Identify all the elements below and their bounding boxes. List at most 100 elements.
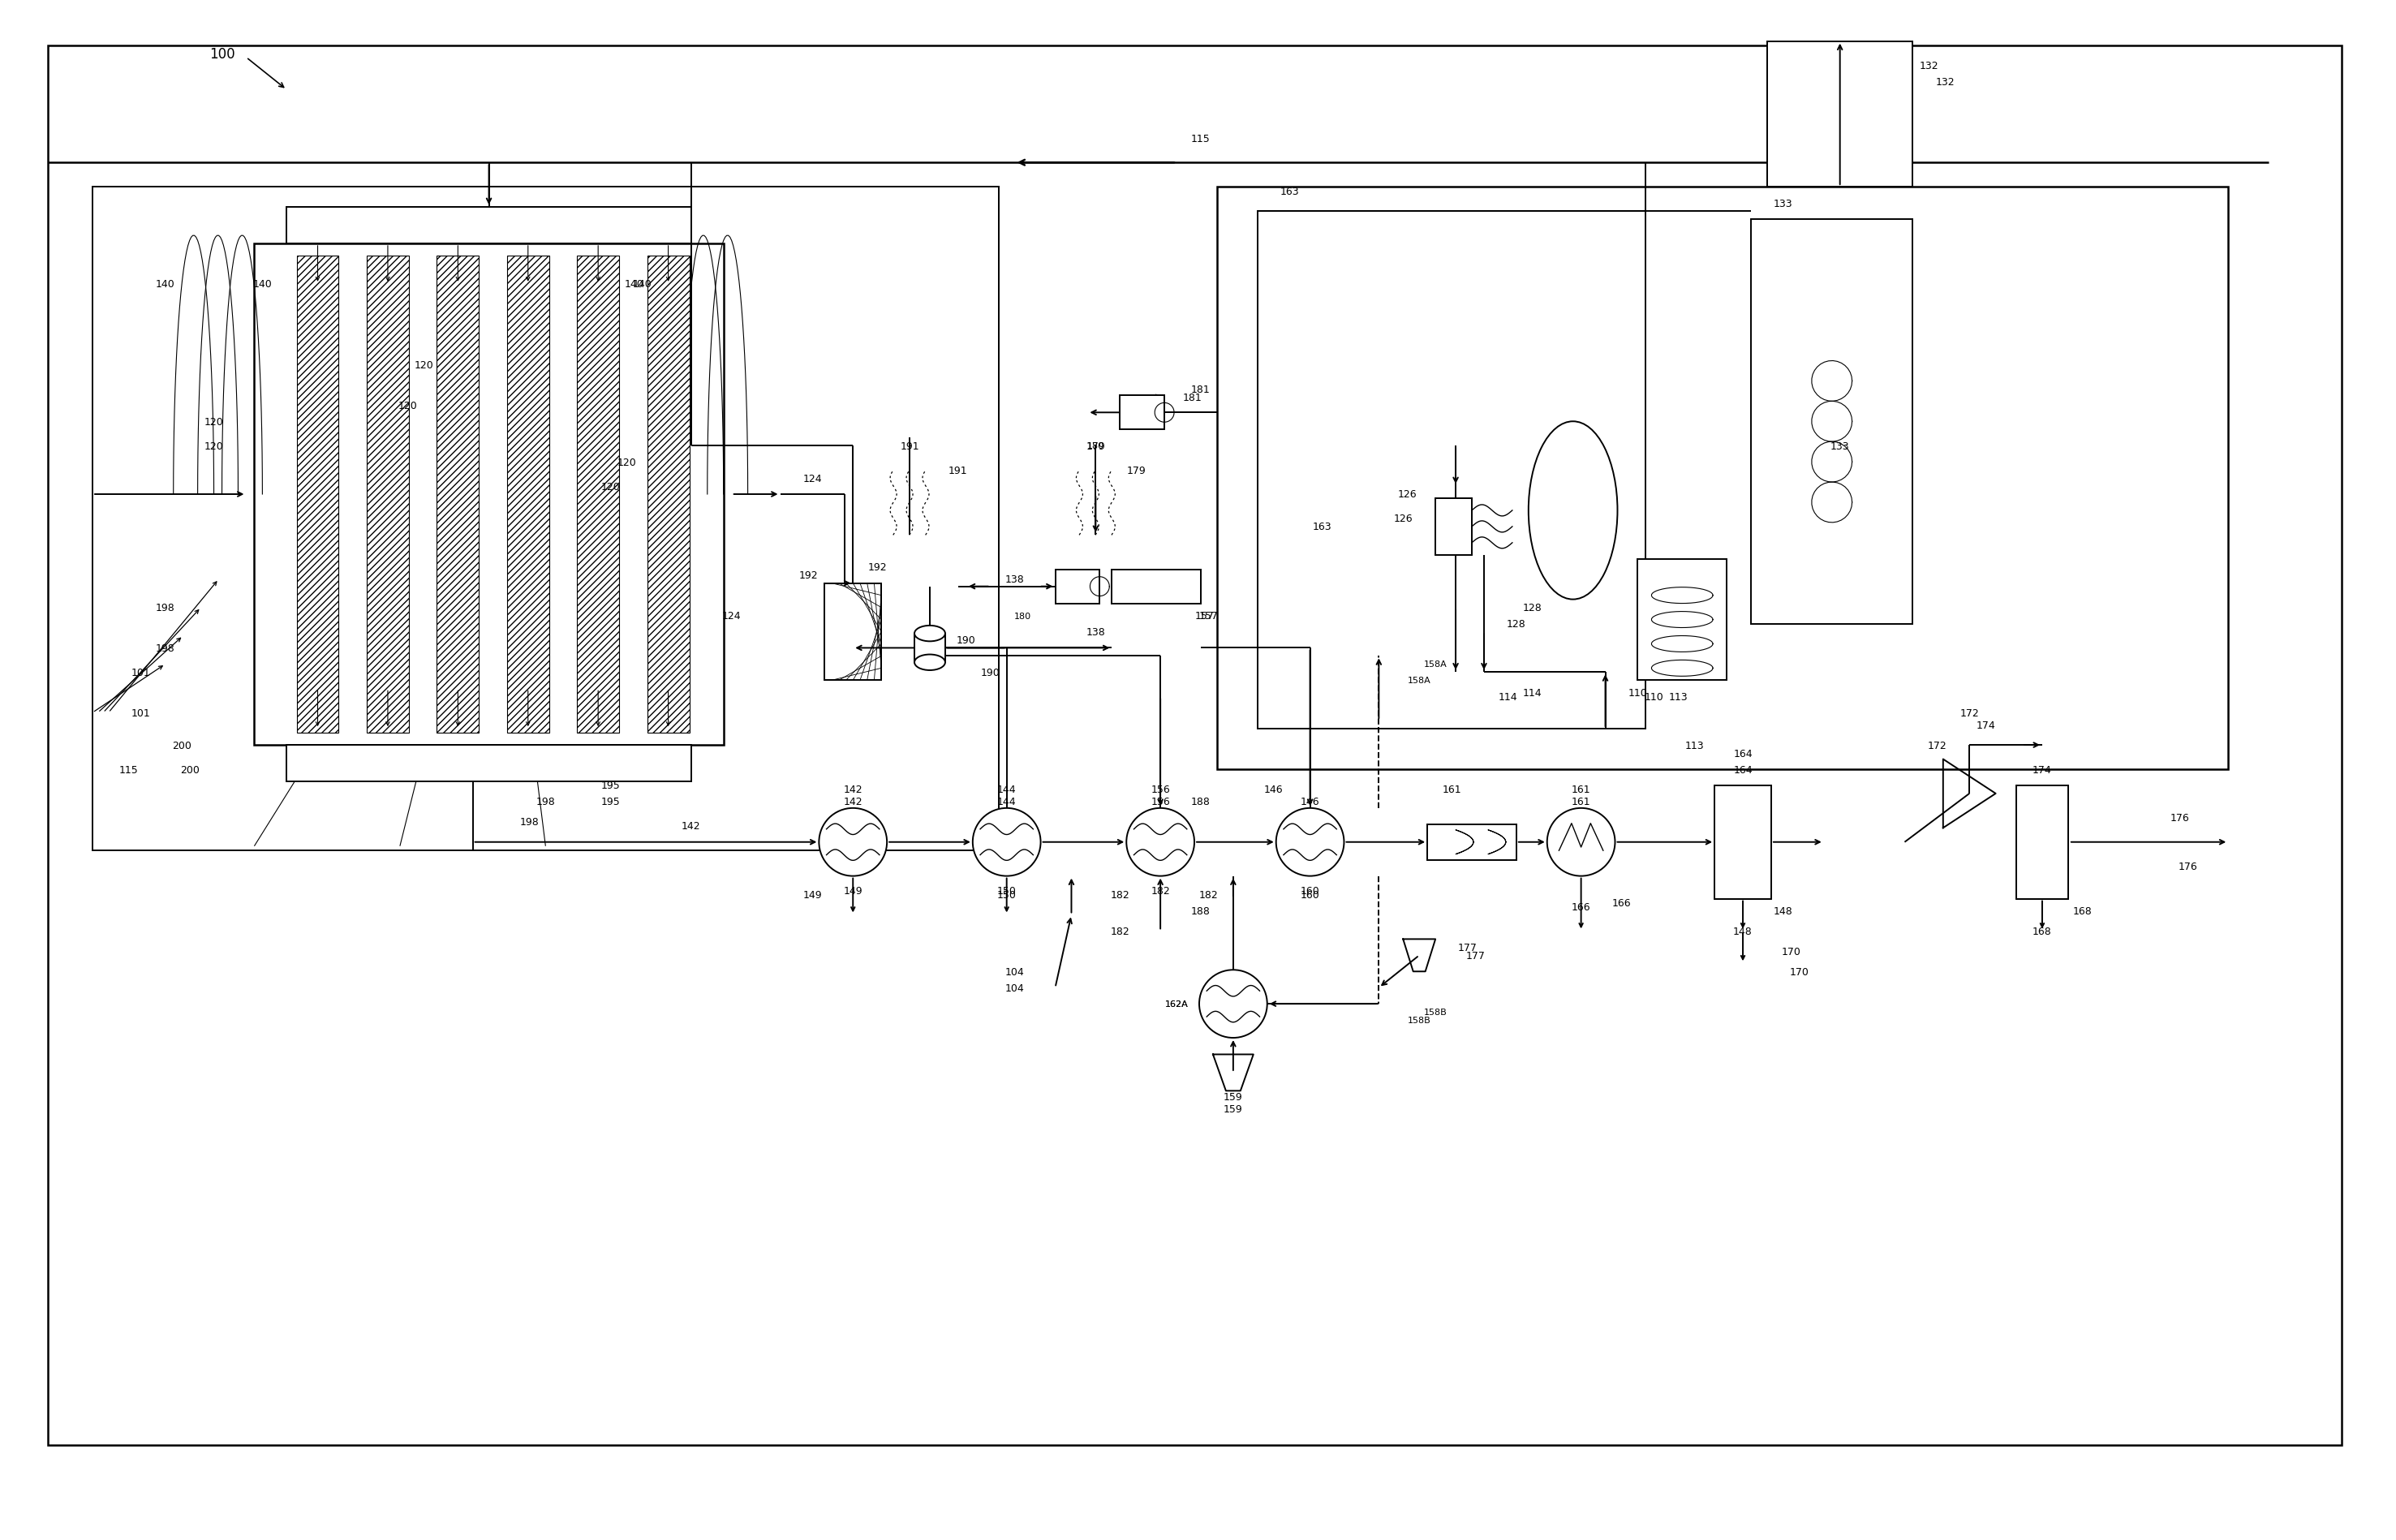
Text: 200: 200 <box>173 741 192 750</box>
Text: 191: 191 <box>949 465 968 476</box>
Text: 115: 115 <box>120 764 139 775</box>
Text: 149: 149 <box>803 890 822 901</box>
Text: 138: 138 <box>1085 627 1105 638</box>
Text: 180: 180 <box>1014 611 1030 621</box>
Bar <box>1639 559 1728 681</box>
Text: 140: 140 <box>156 279 175 290</box>
Circle shape <box>1126 808 1193 876</box>
Text: 200: 200 <box>180 764 199 775</box>
Text: 120: 120 <box>616 457 635 468</box>
Text: 172: 172 <box>1960 708 1979 718</box>
Text: 100: 100 <box>208 46 235 62</box>
Bar <box>254 243 724 745</box>
Text: 192: 192 <box>798 570 817 581</box>
Text: 174: 174 <box>1977 719 1996 730</box>
Text: 163: 163 <box>1313 522 1332 533</box>
Text: 166: 166 <box>1572 902 1591 912</box>
Text: 110: 110 <box>1644 691 1663 702</box>
Text: 120: 120 <box>415 360 434 371</box>
Text: 104: 104 <box>1006 983 1025 993</box>
Text: 114: 114 <box>1498 691 1517 702</box>
Bar <box>297 256 338 733</box>
Text: 150: 150 <box>997 890 1016 901</box>
Text: 195: 195 <box>601 781 621 792</box>
Text: 179: 179 <box>1126 465 1145 476</box>
Text: 182: 182 <box>1109 926 1129 936</box>
Text: 164: 164 <box>1732 748 1751 759</box>
Text: 170: 170 <box>1783 946 1802 956</box>
Text: 182: 182 <box>1150 885 1169 896</box>
Text: 146: 146 <box>1265 784 1284 795</box>
Text: 140: 140 <box>252 279 273 290</box>
Text: 138: 138 <box>1006 574 1025 585</box>
Text: 124: 124 <box>803 473 822 484</box>
Text: 113: 113 <box>1668 691 1687 702</box>
Ellipse shape <box>915 654 944 670</box>
Bar <box>1716 785 1771 899</box>
Text: 181: 181 <box>1184 393 1203 403</box>
Text: 156: 156 <box>1150 796 1169 807</box>
Text: 101: 101 <box>132 667 151 678</box>
Bar <box>647 256 690 733</box>
Text: 160: 160 <box>1301 885 1320 896</box>
Text: 144: 144 <box>997 796 1016 807</box>
Bar <box>508 256 549 733</box>
Text: 168: 168 <box>2032 926 2051 936</box>
Text: 126: 126 <box>1394 514 1414 524</box>
Text: 157: 157 <box>1196 611 1215 621</box>
Text: 133: 133 <box>1831 440 1850 451</box>
Text: 180: 180 <box>1088 442 1105 450</box>
Text: 192: 192 <box>867 562 887 573</box>
Bar <box>93 188 999 850</box>
Text: 161: 161 <box>1572 784 1591 795</box>
Text: 177: 177 <box>1466 950 1486 961</box>
Text: 156: 156 <box>1150 784 1169 795</box>
Text: 113: 113 <box>1684 741 1704 750</box>
Text: 115: 115 <box>1191 134 1210 145</box>
Text: 198: 198 <box>156 602 175 613</box>
Text: 144: 144 <box>997 784 1016 795</box>
Ellipse shape <box>1529 422 1617 599</box>
Text: 181: 181 <box>1191 385 1210 394</box>
Bar <box>1217 188 2228 770</box>
Text: 190: 190 <box>980 667 999 678</box>
Text: 128: 128 <box>1507 619 1526 630</box>
Bar <box>1119 396 1164 430</box>
Bar <box>1258 211 1646 728</box>
Text: 164: 164 <box>1732 764 1751 775</box>
Text: 162A: 162A <box>1164 999 1188 1009</box>
Text: 104: 104 <box>1006 967 1025 976</box>
Text: 172: 172 <box>1926 741 1946 750</box>
Text: 133: 133 <box>1773 199 1792 209</box>
Bar <box>288 745 690 782</box>
Text: 158A: 158A <box>1423 661 1447 668</box>
Text: 120: 120 <box>204 440 223 451</box>
Circle shape <box>973 808 1040 876</box>
Bar <box>1428 824 1517 861</box>
Text: 148: 148 <box>1732 926 1751 936</box>
Text: 176: 176 <box>2178 861 2197 872</box>
Bar <box>1751 220 1912 624</box>
Text: 161: 161 <box>1442 784 1462 795</box>
Text: 174: 174 <box>2032 764 2051 775</box>
Bar <box>1435 499 1471 556</box>
Text: 140: 140 <box>625 279 645 290</box>
Bar <box>824 584 882 681</box>
Text: 188: 188 <box>1191 906 1210 916</box>
Text: 149: 149 <box>843 885 863 896</box>
Text: 198: 198 <box>156 644 175 653</box>
Text: 176: 176 <box>2171 813 2190 824</box>
Text: 191: 191 <box>901 440 920 451</box>
Text: 160: 160 <box>1301 890 1320 901</box>
Text: 161: 161 <box>1572 796 1591 807</box>
Text: 168: 168 <box>2073 906 2092 916</box>
Text: 132: 132 <box>1919 62 1938 71</box>
Ellipse shape <box>915 625 944 642</box>
Circle shape <box>819 808 887 876</box>
Text: 126: 126 <box>1397 490 1416 500</box>
Bar <box>436 256 479 733</box>
Text: 177: 177 <box>1459 942 1478 953</box>
Text: 132: 132 <box>1936 77 1955 88</box>
Text: 128: 128 <box>1524 602 1543 613</box>
Text: 142: 142 <box>680 821 700 832</box>
